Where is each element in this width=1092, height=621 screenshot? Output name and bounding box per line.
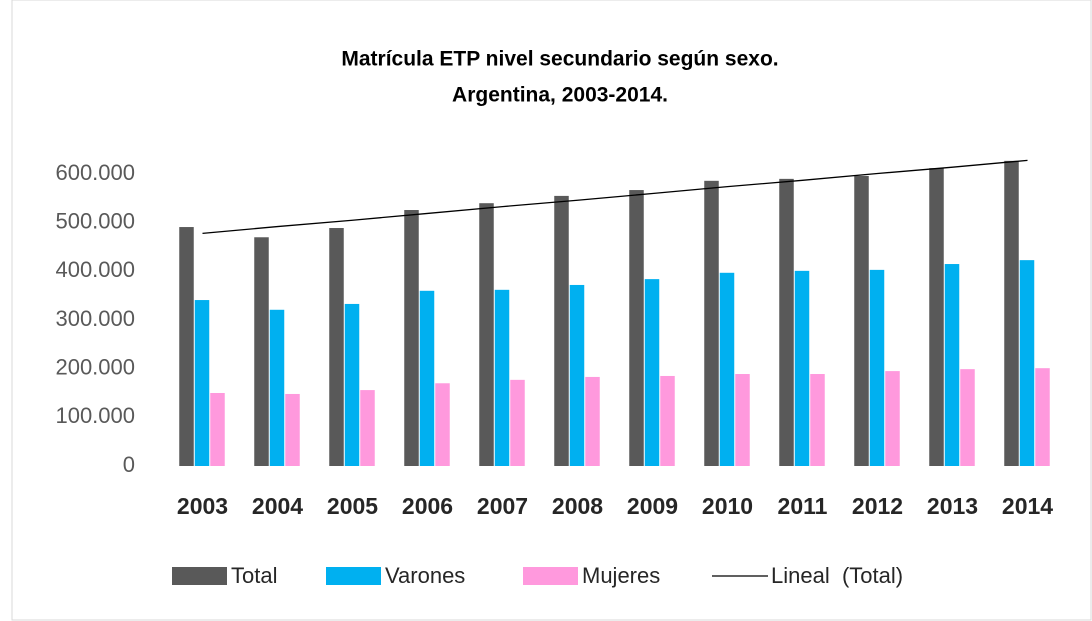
chart-subtitle: Argentina, 2003-2014.: [452, 84, 668, 107]
x-tick-label: 2007: [477, 493, 528, 519]
y-tick-label: 400.000: [55, 257, 135, 282]
bar: [704, 180, 719, 466]
bar: [269, 309, 285, 466]
bar: [585, 376, 600, 466]
bar: [404, 210, 419, 466]
bar: [210, 393, 225, 466]
bar: [179, 227, 194, 466]
trend-line: [202, 159, 1028, 235]
bar: [344, 303, 360, 466]
bar: [885, 371, 900, 466]
legend-swatch: [326, 567, 381, 585]
x-tick-label: 2004: [252, 493, 303, 519]
x-tick-label: 2005: [327, 493, 378, 519]
bar: [854, 175, 869, 467]
y-tick-label: 500.000: [55, 208, 135, 233]
x-tick-label: 2008: [552, 493, 603, 519]
bar: [660, 375, 675, 466]
bar: [569, 284, 585, 466]
legend-label: Lineal (Total): [771, 563, 903, 588]
bar: [644, 279, 660, 466]
legend-label: Total: [231, 563, 277, 588]
bar: [419, 290, 435, 466]
y-tick-label: 0: [123, 452, 135, 477]
bar: [779, 178, 794, 466]
bar: [794, 270, 810, 466]
legend-label: Mujeres: [582, 563, 660, 588]
bar: [1004, 160, 1019, 467]
bar: [735, 374, 750, 466]
x-tick-label: 2013: [927, 493, 978, 519]
x-tick-label: 2003: [177, 493, 228, 519]
bar: [629, 190, 644, 466]
y-tick-label: 600.000: [55, 160, 135, 185]
bar: [929, 168, 944, 466]
bar: [869, 269, 885, 466]
legend-swatch: [523, 567, 578, 585]
bar: [960, 369, 975, 466]
bar: [285, 393, 300, 466]
y-tick-label: 200.000: [55, 354, 135, 379]
bar: [510, 379, 525, 466]
x-tick-label: 2009: [627, 493, 678, 519]
bar: [254, 237, 269, 466]
x-tick-label: 2014: [1002, 493, 1053, 519]
y-tick-label: 100.000: [55, 403, 135, 428]
x-tick-label: 2010: [702, 493, 753, 519]
x-tick-label: 2006: [402, 493, 453, 519]
bar: [554, 195, 569, 466]
legend-label: Varones: [385, 563, 465, 588]
bar: [719, 272, 735, 466]
x-tick-label: 2011: [778, 493, 828, 519]
bar: [1035, 368, 1050, 466]
bar: [329, 228, 344, 466]
y-tick-label: 300.000: [55, 306, 135, 331]
bar: [1019, 260, 1035, 466]
bar: [944, 264, 960, 466]
bar: [479, 203, 494, 466]
bar: [194, 300, 210, 466]
bar: [360, 390, 375, 466]
x-tick-label: 2012: [852, 493, 903, 519]
bar: [810, 374, 825, 466]
bar: [435, 383, 450, 466]
legend-swatch: [172, 567, 227, 585]
bar: [494, 289, 510, 466]
chart-title: Matrícula ETP nivel secundario según sex…: [341, 48, 778, 71]
